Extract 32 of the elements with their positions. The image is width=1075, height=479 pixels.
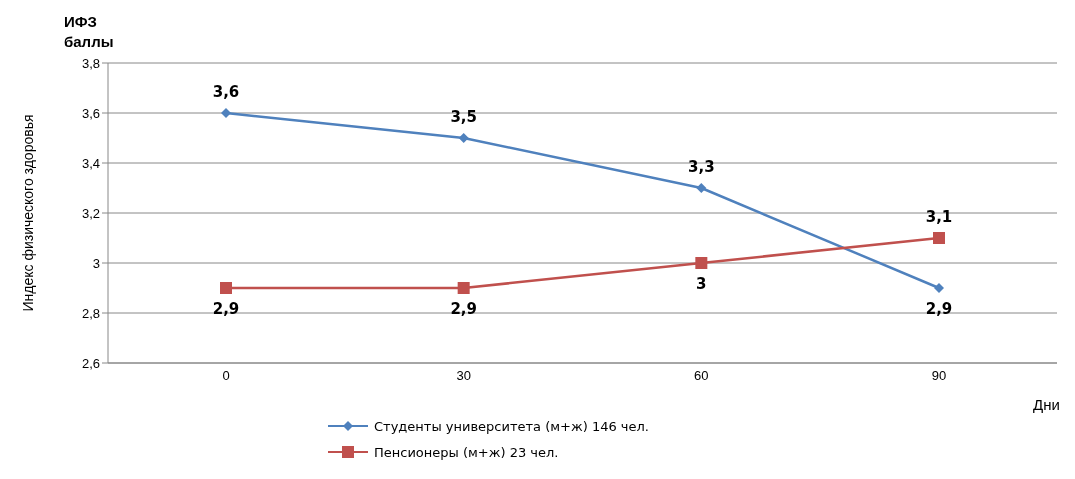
x-tick-label: 30 xyxy=(456,368,471,384)
y-axis-title: Индекс физического здоровья xyxy=(19,114,36,312)
data-label: 3,3 xyxy=(688,158,715,176)
y-tick-label: 2,8 xyxy=(81,305,100,321)
y-tick-label: 2,6 xyxy=(81,355,100,371)
point xyxy=(933,232,945,244)
point xyxy=(458,133,469,143)
data-label: 2,9 xyxy=(212,300,240,318)
legend-label: Студенты университета (м+ж) 146 чел. xyxy=(374,418,649,434)
y-tick-label: 3 xyxy=(92,255,100,271)
text: ИФЗ баллы xyxy=(64,12,114,52)
x-tick-label: 0 xyxy=(222,368,230,384)
data-label: 3,5 xyxy=(450,108,477,126)
y-tick-label: 3,2 xyxy=(81,205,100,221)
data-label: 3,1 xyxy=(925,208,953,226)
x-tick-label: 90 xyxy=(931,368,947,384)
y-tick-label: 3,8 xyxy=(81,55,100,71)
point xyxy=(221,108,231,118)
data-label: 3,6 xyxy=(212,83,240,101)
x-axis-title: Дни xyxy=(1033,396,1060,413)
point xyxy=(457,282,470,294)
data-label: 3 xyxy=(696,275,707,293)
x-tick-label: 60 xyxy=(694,368,709,384)
legend-label: Пенсионеры (м+ж) 23 чел. xyxy=(374,444,559,460)
point xyxy=(934,283,944,293)
point xyxy=(695,257,708,269)
point xyxy=(696,183,707,193)
point xyxy=(220,282,232,294)
y-tick-label: 3,4 xyxy=(81,155,100,171)
data-label: 2,9 xyxy=(450,300,477,318)
data-label: 2,9 xyxy=(925,300,953,318)
y-tick-label: 3,6 xyxy=(81,105,100,121)
